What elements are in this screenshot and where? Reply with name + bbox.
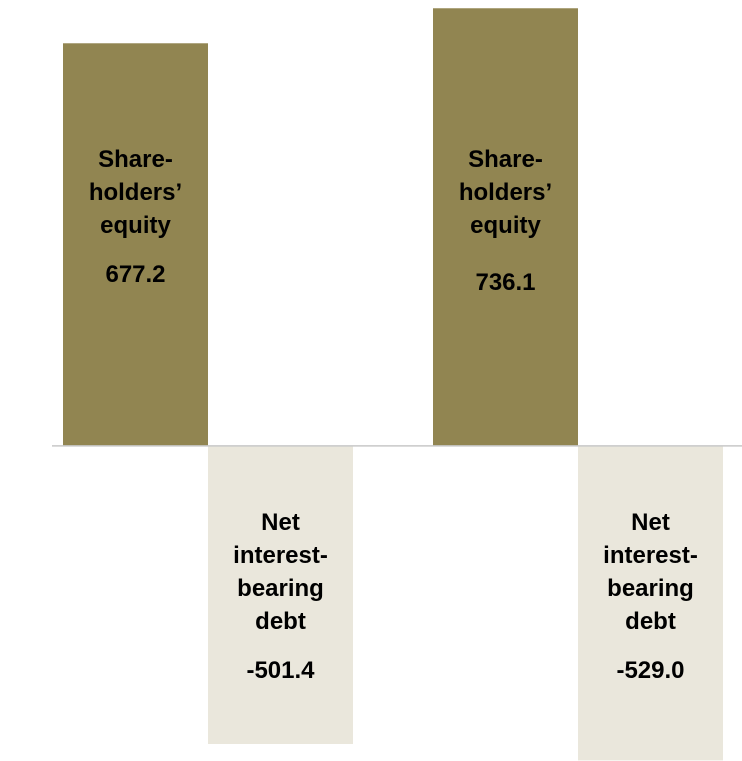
bar bbox=[208, 445, 353, 744]
series-label: Share-holders’ equity bbox=[89, 146, 182, 239]
series-label: Net interest-bearing debt bbox=[233, 509, 328, 635]
bar bbox=[433, 8, 578, 446]
data-label: -529.0 bbox=[616, 657, 684, 684]
data-label: 736.1 bbox=[475, 269, 535, 296]
data-label: -501.4 bbox=[246, 657, 315, 684]
bar bbox=[63, 43, 208, 446]
data-label: 677.2 bbox=[105, 261, 165, 288]
series-label: Net interest-bearing debt bbox=[603, 509, 698, 635]
bar bbox=[578, 445, 723, 761]
series-label: Share-holders’ equity bbox=[459, 146, 552, 239]
